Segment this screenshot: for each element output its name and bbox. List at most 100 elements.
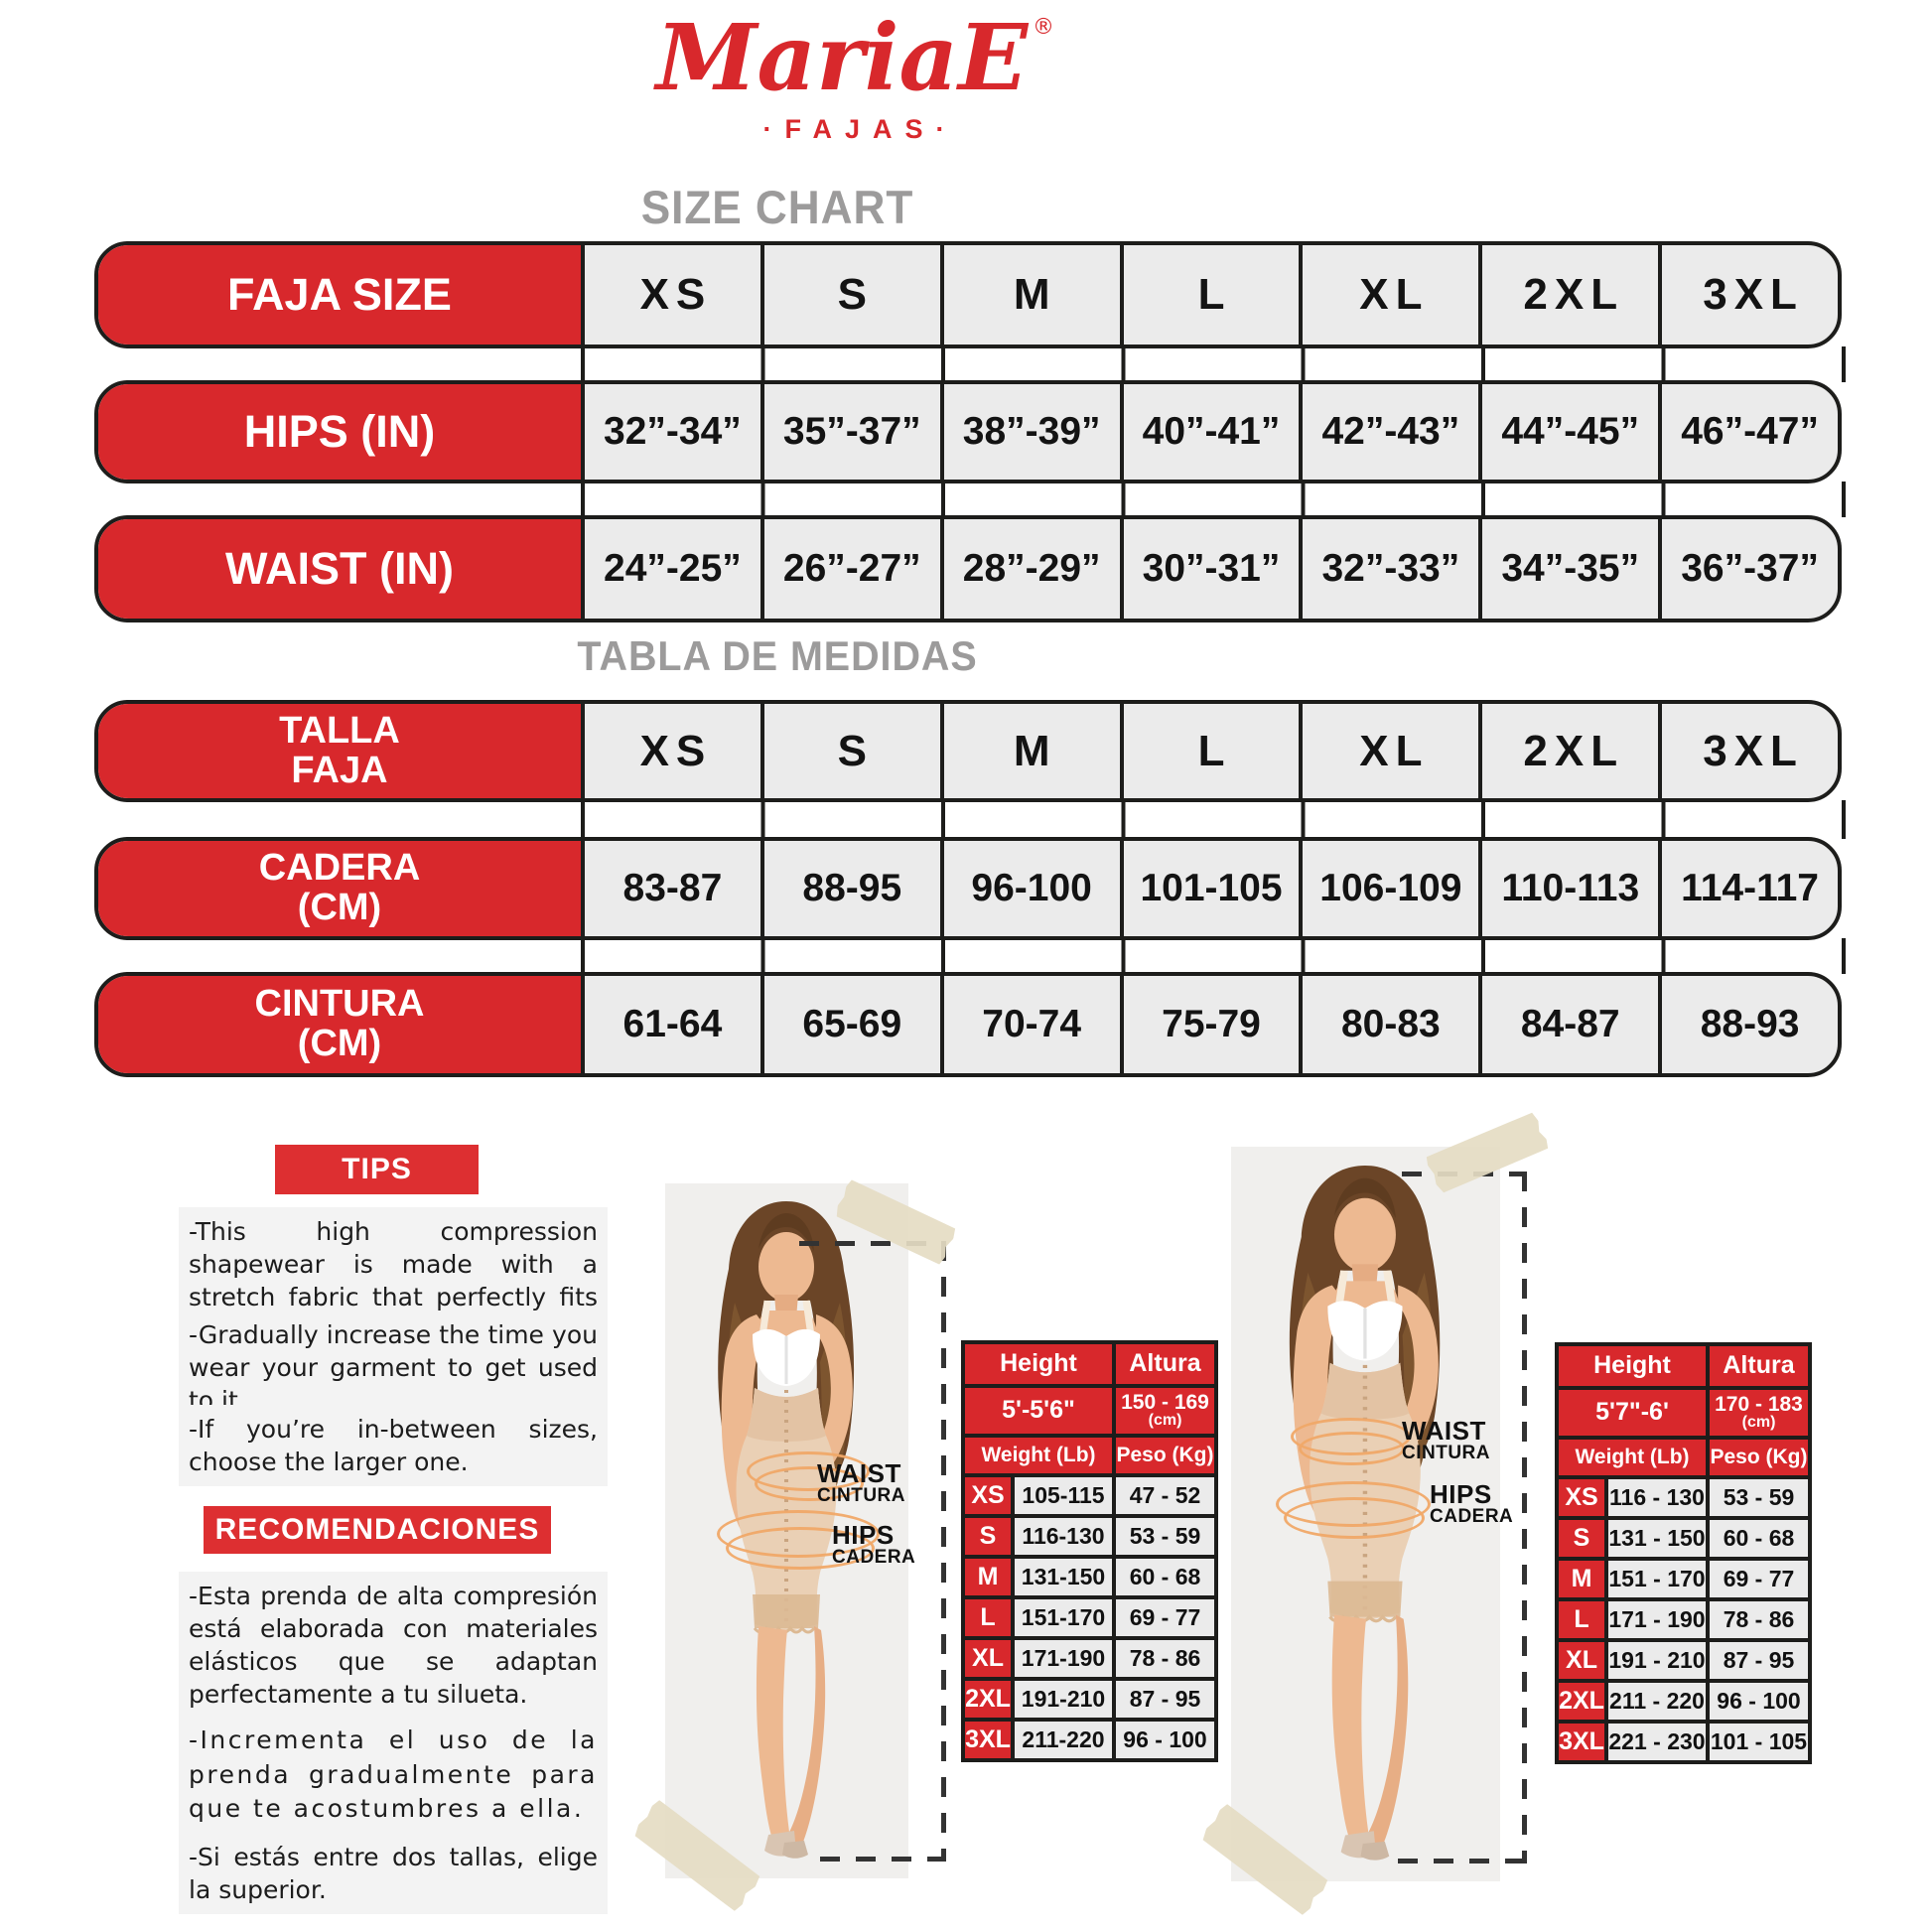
- shoe: [1360, 1841, 1390, 1861]
- altura-range-value: 170 - 183: [1715, 1393, 1803, 1417]
- table-gap-lines: [581, 938, 1846, 974]
- left-leg: [756, 1626, 790, 1839]
- hips-label-en: HIPS: [832, 1520, 895, 1550]
- altura-range-value: 150 - 169: [1121, 1391, 1209, 1415]
- waist-label-en: WAIST: [1402, 1416, 1486, 1446]
- size-cell: XL: [965, 1640, 1011, 1677]
- waist-2xl: 34”-35”: [1478, 519, 1658, 619]
- hair-fringe: [1333, 1177, 1396, 1218]
- hair-fringe: [759, 1213, 814, 1251]
- waist-xl: 32”-33”: [1299, 519, 1478, 619]
- kg-cell: 53 - 59: [1710, 1479, 1808, 1516]
- hips-m: 38”-39”: [939, 384, 1120, 480]
- talla-s: S: [759, 704, 940, 798]
- dashed-line: [1398, 1859, 1527, 1863]
- waist-s: 26”-27”: [759, 519, 940, 619]
- size-cell: S: [965, 1518, 1011, 1555]
- cadera-l: 101-105: [1119, 841, 1300, 936]
- left-leg: [1331, 1614, 1370, 1840]
- hips-label-es: CADERA: [832, 1547, 916, 1568]
- lb-cell: 131 - 150: [1608, 1520, 1706, 1557]
- registered-mark: ®: [1033, 15, 1054, 40]
- lb-cell: 211 - 220: [1608, 1683, 1706, 1720]
- hips-3xl: 46”-47”: [1658, 384, 1838, 480]
- table-gap-lines: [581, 800, 1846, 839]
- left-arm: [721, 1314, 766, 1541]
- recomendaciones-item: -Incrementa el uso de la prenda gradualm…: [179, 1716, 608, 1835]
- waist-xs: 24”-25”: [604, 547, 742, 590]
- size-cell: XL: [1559, 1642, 1604, 1679]
- shapewear-waist-panel: [1320, 1362, 1410, 1420]
- right-leg: [784, 1626, 826, 1845]
- cintura-2xl: 84-87: [1478, 976, 1658, 1073]
- brand-logo-script: MariaE ®: [653, 4, 1054, 111]
- size-table-es-cintura-row: CINTURA (CM) 61-64 65-69 70-74 75-79 80-…: [94, 972, 1842, 1077]
- lb-cell: 171 - 190: [1608, 1601, 1706, 1638]
- row-label-line1: TALLA: [279, 709, 400, 752]
- size-cell: 3XL: [965, 1722, 1011, 1758]
- kg-cell: 96 - 100: [1116, 1722, 1214, 1758]
- altura-header: Altura: [1116, 1344, 1214, 1384]
- kg-cell: 87 - 95: [1710, 1642, 1808, 1679]
- size-chart-heading: SIZE CHART: [640, 181, 914, 233]
- cintura-s: 65-69: [759, 976, 940, 1073]
- right-arm: [798, 1314, 853, 1487]
- hips-s: 35”-37”: [759, 384, 940, 480]
- row-label-line2: (CM): [297, 1023, 382, 1064]
- size-table-en-waist-row: WAIST (IN) 24”-25” 26”-27” 28”-29” 30”-3…: [94, 515, 1842, 622]
- row-label-cadera-cm: CADERA (CM): [98, 841, 585, 936]
- waist-m: 28”-29”: [939, 519, 1120, 619]
- size-table-en-header-row: FAJA SIZE XS S M L XL 2XL 3XL: [94, 241, 1842, 348]
- bra-strap: [802, 1300, 815, 1337]
- talla-l: L: [1119, 704, 1300, 798]
- right-arm: [1378, 1285, 1439, 1468]
- hips-label-2: HIPS CADERA: [1430, 1481, 1513, 1526]
- size-table-es-cadera-row: CADERA (CM) 83-87 88-95 96-100 101-105 1…: [94, 837, 1842, 940]
- lb-cell: 116 - 130: [1608, 1479, 1706, 1516]
- cadera-s: 88-95: [759, 841, 940, 936]
- row-label-line1: CADERA: [258, 847, 421, 890]
- size-table-en-hips-row: HIPS (IN) 32”-34” 35”-37” 38”-39” 40”-41…: [94, 380, 1842, 483]
- size-cell: S: [1559, 1520, 1604, 1557]
- cintura-3xl: 88-93: [1658, 976, 1838, 1073]
- tips-item: -If you’re in-between sizes, choose the …: [179, 1405, 608, 1486]
- size-cell: L: [965, 1599, 1011, 1636]
- hips-label-1: HIPS CADERA: [832, 1522, 915, 1567]
- cintura-l: 75-79: [1119, 976, 1300, 1073]
- talla-m: M: [939, 704, 1120, 798]
- face: [1333, 1197, 1396, 1272]
- size-col-xl: XL: [1299, 245, 1478, 345]
- hips-label-en: HIPS: [1430, 1479, 1492, 1509]
- right-leg: [1362, 1614, 1409, 1847]
- row-label-cintura-cm: CINTURA (CM): [98, 976, 585, 1073]
- height-weight-table-1: Height Altura 5'-5'6" 150 - 169 (cm) Wei…: [961, 1340, 1218, 1762]
- cadera-2xl: 110-113: [1478, 841, 1658, 936]
- row-label-text: HIPS (IN): [243, 406, 436, 458]
- kg-cell: 87 - 95: [1116, 1681, 1214, 1718]
- altura-range-unit: (cm): [1148, 1412, 1182, 1430]
- recomendaciones-heading: RECOMENDACIONES: [204, 1506, 551, 1554]
- lb-cell: 105-115: [1015, 1477, 1112, 1514]
- talla-2xl: 2XL: [1478, 704, 1658, 798]
- lb-cell: 191 - 210: [1608, 1642, 1706, 1679]
- cadera-3xl: 114-117: [1658, 841, 1838, 936]
- recomendaciones-item: -Esta prenda de alta compresión está ela…: [179, 1572, 608, 1719]
- size-col-2xl: 2XL: [1478, 245, 1658, 345]
- cadera-xl: 106-109: [1299, 841, 1478, 936]
- hips-2xl: 44”-45”: [1478, 384, 1658, 480]
- altura-header: Altura: [1710, 1346, 1808, 1386]
- size-cell: L: [1559, 1601, 1604, 1638]
- size-cell: M: [1559, 1561, 1604, 1597]
- size-table-es-header-row: TALLA FAJA XS S M L XL 2XL 3XL: [94, 700, 1842, 802]
- waist-label-en: WAIST: [817, 1458, 901, 1488]
- lb-cell: 151 - 170: [1608, 1561, 1706, 1597]
- waist-label-2: WAIST CINTURA: [1402, 1418, 1490, 1462]
- lace-band: [753, 1594, 820, 1628]
- waist-ring: [1299, 1432, 1405, 1465]
- talla-xs: XS: [639, 726, 713, 775]
- hips-label-es: CADERA: [1430, 1506, 1514, 1527]
- weight-header: Weight (Lb): [965, 1438, 1112, 1473]
- left-arm: [1293, 1285, 1343, 1525]
- table-gap-lines: [581, 482, 1846, 517]
- cintura-xl: 80-83: [1299, 976, 1478, 1073]
